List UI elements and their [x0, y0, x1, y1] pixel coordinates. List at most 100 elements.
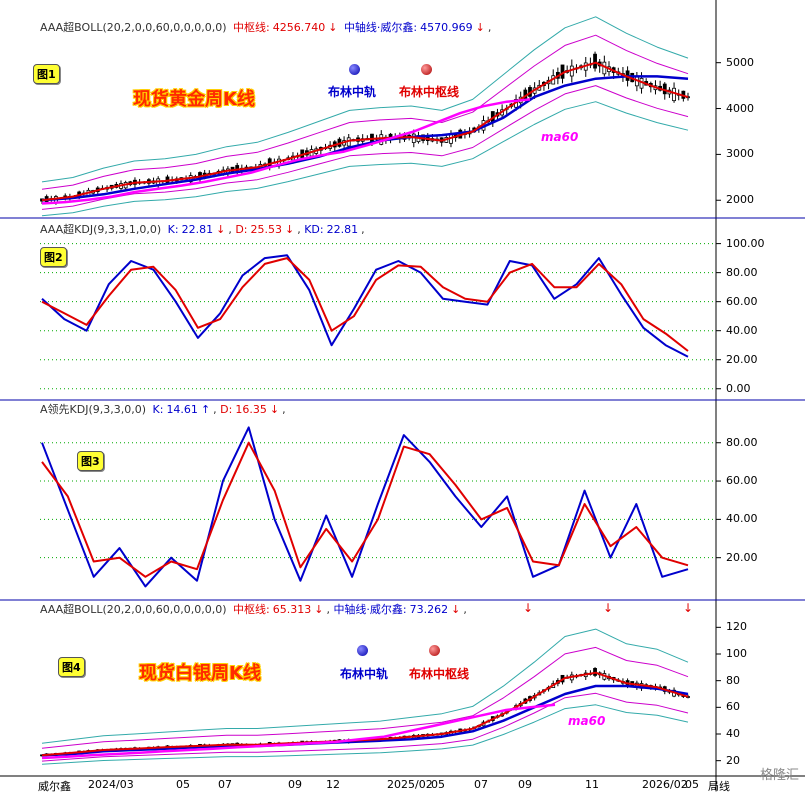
y-tick-label: 60.00: [726, 474, 758, 488]
y-tick-label: 5000: [726, 55, 754, 69]
y-tick-label: 60: [726, 700, 740, 714]
panel1-blue-ball-icon: [349, 64, 360, 75]
silver-boll-mid-line: [41, 684, 689, 757]
x-tick-label: 05: [685, 778, 699, 791]
y-tick-label: 100: [726, 647, 747, 660]
x-tick-label: 12: [326, 778, 340, 791]
gold-pivot-line: [41, 61, 689, 202]
y-tick-label: 3000: [726, 147, 754, 161]
kdj-k-line-2: [41, 426, 689, 588]
x-tick-label: 2024/03: [88, 778, 134, 791]
panel2-indicator: AAA超KDJ(9,3,3,1,0,0): [40, 223, 162, 236]
panel3-indicator: A领先KDJ(9,3,3,0,0): [40, 403, 147, 416]
y-tick-label: 80.00: [726, 435, 758, 449]
y-tick-label: 120: [726, 620, 747, 634]
panel4-axis-label: 中轴线·威尔鑫:: [333, 603, 407, 616]
x-axis-end-label: 局线: [708, 780, 730, 793]
panel3-k-arrow: ↑: [200, 403, 211, 416]
gold-lower-band: [41, 85, 689, 210]
panel4-red-ball-icon: [429, 645, 440, 656]
y-tick-label: 20.00: [726, 352, 758, 366]
panel4-title: 现货白银周K线: [139, 663, 261, 684]
silver-ma60-line: [41, 703, 556, 760]
panel2-kd-label: KD:: [304, 223, 324, 236]
y-tick-label: 4000: [726, 101, 754, 115]
panel3-k-value: 14.61: [166, 403, 198, 416]
watermark: 格隆汇: [759, 768, 799, 783]
x-tick-label: 05: [431, 778, 445, 791]
x-tick-label: 05: [176, 778, 190, 791]
panel1-red-ball-icon: [421, 64, 432, 75]
panel4-mid-label: 中枢线:: [233, 603, 270, 616]
panel1-axis-arrow: ↓: [475, 21, 485, 34]
y-tick-label: 80: [726, 673, 740, 687]
panel2-header: AAA超KDJ(9,3,3,1,0,0) K: 22.81 ↓, D: 25.53 ↓,…: [40, 223, 365, 236]
silver-outer-lower-band: [41, 704, 689, 765]
panel2-d-value: 25.53: [250, 223, 283, 236]
panel4-legend-blue: 布林中轨: [340, 667, 389, 681]
x-axis-prefix: 威尔鑫: [38, 780, 71, 793]
x-tick-label: 07: [474, 778, 488, 791]
panel1-axis-value: 4570.969: [420, 21, 473, 34]
panel4-badge: 图4: [58, 657, 85, 677]
y-tick-label: 80.00: [726, 265, 758, 279]
kdj-k-line-1: [41, 254, 689, 358]
panel1-legend-blue: 布林中轨: [328, 85, 377, 99]
panel1-legend-red: 布林中枢线: [399, 85, 460, 99]
down-arrow-marker: ↓: [603, 601, 613, 615]
x-tick-label: 2026/02: [642, 778, 688, 791]
panel2-k-label: K:: [167, 223, 179, 236]
y-tick-label: 20.00: [726, 550, 758, 564]
gold-boll-mid-line: [41, 75, 689, 202]
silver-pivot-line: [41, 671, 689, 757]
gold-ma60-line: [41, 98, 531, 205]
y-tick-label: 20: [726, 753, 740, 767]
gold-upper-band: [41, 34, 689, 190]
gold-outer-upper-band: [41, 16, 689, 183]
panel1-ma60-label: ma60: [541, 130, 579, 144]
panel1-title: 现货黄金周K线: [133, 89, 255, 110]
panel2-k-arrow: ↓: [216, 223, 226, 236]
x-tick-label: 09: [288, 778, 302, 791]
panel1-badge: 图1: [33, 64, 60, 84]
panel1-indicator: AAA超BOLL(20,2,0,0,60,0,0,0,0,0): [40, 21, 227, 34]
x-tick-label: 07: [218, 778, 232, 791]
panel4-ma60-label: ma60: [568, 714, 606, 728]
y-tick-label: 100.00: [726, 236, 765, 250]
panel1-mid-arrow: ↓: [328, 21, 338, 34]
panel2-d-arrow: ↓: [285, 223, 295, 236]
panel3-d-value: 16.35: [235, 403, 267, 416]
y-tick-label: 60.00: [726, 294, 758, 308]
x-tick-label: 11: [585, 778, 599, 791]
panel2-d-label: D:: [235, 223, 248, 236]
panel1-axis-label: 中轴线·威尔鑫:: [343, 21, 418, 34]
panel2-k-value: 22.81: [181, 223, 214, 236]
panel4-axis-arrow: ↓: [451, 603, 461, 616]
panel3-badge: 图3: [77, 451, 104, 471]
panel4-header: AAA超BOLL(20,2,0,0,60,0,0,0,0,0) 中枢线: 65.3…: [40, 603, 467, 616]
panel3-d-arrow: ↓: [269, 403, 280, 416]
panel4-mid-arrow: ↓: [314, 603, 324, 616]
kdj-d-line-2: [41, 441, 689, 578]
panel1-mid-label: 中枢线:: [233, 21, 270, 34]
panel4-blue-ball-icon: [357, 645, 368, 656]
y-tick-label: 2000: [726, 193, 754, 207]
silver-outer-upper-band: [41, 628, 689, 744]
gold-candle-body: [672, 87, 676, 102]
panel4-legend-red: 布林中枢线: [409, 667, 470, 681]
panel4-mid-value: 65.313: [272, 603, 312, 616]
panel1-header: AAA超BOLL(20,2,0,0,60,0,0,0,0,0) 中枢线: 4256…: [40, 21, 492, 34]
panel3-d-label: D:: [220, 403, 233, 416]
panel4-indicator: AAA超BOLL(20,2,0,0,60,0,0,0,0,0): [40, 603, 227, 616]
y-tick-label: 40.00: [726, 323, 758, 337]
down-arrow-marker: ↓: [683, 601, 693, 615]
panel4-axis-value: 73.262: [409, 603, 449, 616]
y-tick-label: 40.00: [726, 512, 758, 526]
silver-upper-band: [41, 646, 689, 749]
panel1-mid-value: 4256.740: [272, 21, 326, 34]
gold-outer-lower-band: [41, 101, 689, 217]
y-tick-label: 0.00: [726, 381, 751, 395]
x-tick-label: 09: [518, 778, 532, 791]
down-arrow-marker: ↓: [523, 601, 533, 615]
